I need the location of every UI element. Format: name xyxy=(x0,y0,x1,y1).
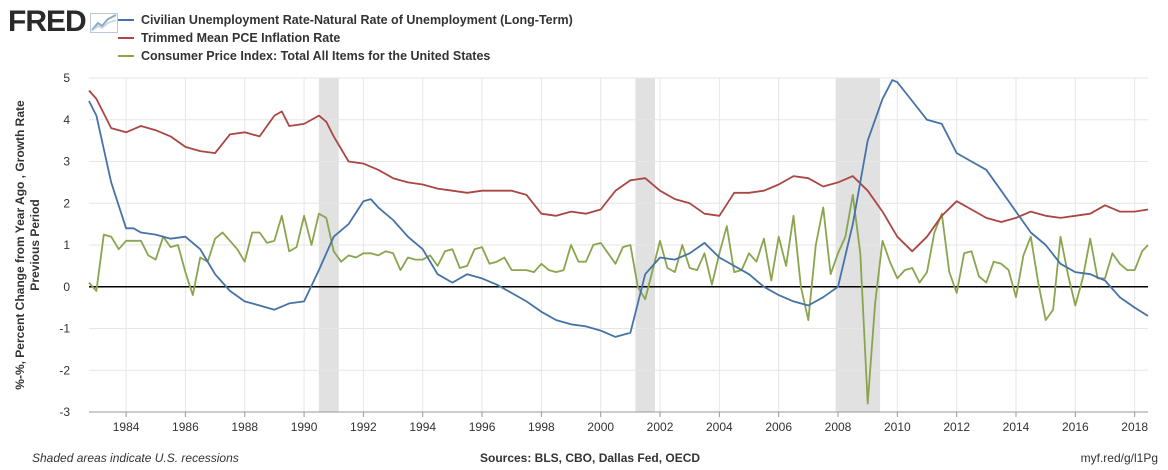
x-tick-label: 2014 xyxy=(1003,420,1030,434)
x-tick-labels: 1984 1986 1988 1990 1992 1994 1996 1998 2000 2002… xyxy=(113,412,1148,434)
x-tick-label: 2002 xyxy=(647,420,674,434)
x-tick-label: 1988 xyxy=(231,420,258,434)
x-tick-label: 2016 xyxy=(1062,420,1089,434)
y-tick-label: -1 xyxy=(59,322,70,336)
legend-item-unemployment-gap[interactable]: Civilian Unemployment Rate-Natural Rate … xyxy=(118,11,573,29)
legend-item-trimmed-pce[interactable]: Trimmed Mean PCE Inflation Rate xyxy=(118,29,573,47)
x-tick-label: 1994 xyxy=(409,420,436,434)
y-axis-label-line2: Previous Period xyxy=(28,199,42,290)
y-axis-label-group: %-%, Percent Change from Year Ago , Grow… xyxy=(13,100,42,390)
y-tick-label: 5 xyxy=(63,71,70,85)
series-line-0 xyxy=(88,79,1149,338)
x-tick-label: 1990 xyxy=(291,420,318,434)
y-tick-labels: -3 -2 -1 0 1 2 3 4 5 xyxy=(59,71,70,419)
series-group xyxy=(88,79,1149,405)
x-tick-label: 1984 xyxy=(113,420,140,434)
sources-text: Sources: BLS, CBO, Dallas Fed, OECD xyxy=(480,451,701,465)
y-tick-label: 2 xyxy=(63,196,70,210)
legend-label: Civilian Unemployment Rate-Natural Rate … xyxy=(141,13,573,27)
x-tick-label: 2010 xyxy=(884,420,911,434)
y-tick-label: -2 xyxy=(59,363,70,377)
series-line-2 xyxy=(88,193,1149,405)
chart-trend-icon xyxy=(90,13,118,33)
recession-note: Shaded areas indicate U.S. recessions xyxy=(32,451,239,465)
x-tick-label: 1998 xyxy=(528,420,555,434)
chart-legend: Civilian Unemployment Rate-Natural Rate … xyxy=(118,11,573,65)
fred-logo-text: FRED xyxy=(8,5,87,38)
x-tick-label: 1986 xyxy=(172,420,199,434)
x-tick-label: 1992 xyxy=(350,420,377,434)
x-tick-label: 2004 xyxy=(706,420,733,434)
y-axis-label: %-%, Percent Change from Year Ago , Grow… xyxy=(13,100,27,390)
legend-swatch xyxy=(118,19,134,21)
x-tick-label: 1996 xyxy=(469,420,496,434)
legend-swatch xyxy=(118,37,134,39)
legend-swatch xyxy=(118,55,134,57)
legend-item-cpi[interactable]: Consumer Price Index: Total All Items fo… xyxy=(118,47,573,65)
x-tick-label: 2018 xyxy=(1121,420,1148,434)
y-tick-label: 4 xyxy=(63,113,70,127)
short-link[interactable]: myf.red/g/l1Pg xyxy=(1080,451,1158,465)
y-tick-label: 3 xyxy=(63,155,70,169)
y-tick-label: 0 xyxy=(63,280,70,294)
grid-group xyxy=(89,77,1148,413)
x-tick-label: 2012 xyxy=(943,420,970,434)
series-line-1 xyxy=(88,89,1149,253)
legend-label: Consumer Price Index: Total All Items fo… xyxy=(141,49,491,63)
y-tick-label: 1 xyxy=(63,238,70,252)
legend-label: Trimmed Mean PCE Inflation Rate xyxy=(141,31,341,45)
x-tick-label: 2000 xyxy=(587,420,614,434)
y-tick-label: -3 xyxy=(59,405,70,419)
x-tick-label: 2006 xyxy=(765,420,792,434)
x-tick-label: 2008 xyxy=(825,420,852,434)
